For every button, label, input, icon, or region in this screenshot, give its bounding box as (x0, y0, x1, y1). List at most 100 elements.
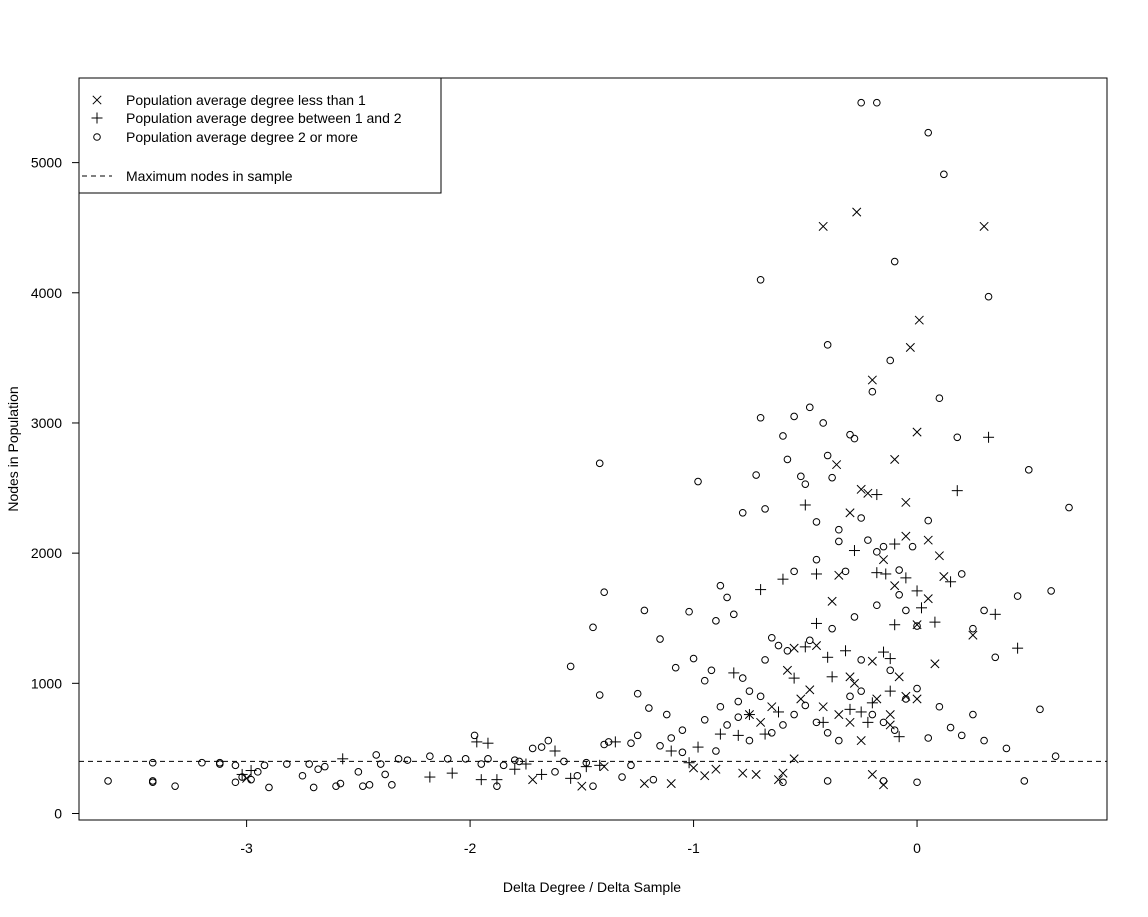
data-point-circle (712, 747, 720, 755)
data-point-circle (656, 742, 664, 750)
legend-marker-x (92, 95, 102, 105)
data-point-plus (520, 758, 532, 770)
data-point-circle (767, 728, 776, 737)
data-point-plus (862, 716, 874, 728)
data-point-circle (902, 695, 910, 703)
data-point-plus (683, 757, 695, 769)
data-point-circle (716, 702, 725, 711)
data-point-x (242, 773, 252, 783)
data-point-circle (528, 744, 537, 753)
data-point-circle (265, 783, 273, 792)
data-point-plus (424, 771, 436, 783)
data-point-plus (880, 568, 892, 580)
data-point-circle (850, 613, 859, 621)
data-point-plus (889, 538, 901, 550)
data-point-circle (864, 536, 872, 544)
data-point-circle (946, 723, 955, 732)
plot-frame (78, 77, 1108, 821)
data-point-x (666, 778, 676, 789)
data-point-plus (475, 774, 487, 786)
data-point-circle (846, 430, 854, 439)
data-point-circle (902, 606, 910, 615)
data-point-x (856, 484, 866, 494)
data-point-circle (886, 666, 895, 675)
plot-points (104, 98, 1073, 792)
data-point-circle (783, 646, 792, 655)
data-point-circle (729, 610, 738, 619)
legend-label: Population average degree 2 or more (126, 129, 358, 145)
data-point-x (872, 694, 882, 704)
data-point-circle (551, 768, 559, 776)
y-tick-label: 5000 (31, 155, 62, 171)
data-point-x (599, 762, 609, 772)
data-point-plus (840, 645, 852, 657)
data-point-circle (779, 778, 787, 787)
data-point-circle (805, 636, 814, 645)
data-point-circle (231, 761, 240, 770)
data-point-circle (336, 779, 345, 788)
y-tick-label: 4000 (31, 285, 62, 301)
data-point-circle (381, 770, 389, 779)
data-point-plus (848, 545, 860, 557)
data-point-circle (298, 771, 307, 780)
data-point-circle (738, 674, 747, 682)
data-point-x (818, 702, 828, 712)
data-point-plus (871, 489, 883, 501)
data-point-x (901, 531, 911, 541)
data-point-circle (756, 413, 765, 422)
data-point-circle (493, 782, 501, 790)
data-point-plus (580, 761, 592, 773)
data-point-circle (645, 704, 653, 712)
data-point-plus (509, 763, 521, 775)
data-point-circle (716, 581, 725, 590)
data-point-x (939, 572, 949, 582)
data-point-x (912, 427, 922, 437)
data-point-x (811, 641, 822, 651)
data-point-circle (767, 633, 776, 642)
data-point-x (832, 460, 842, 470)
data-point-plus (446, 767, 458, 779)
y-tick-label: 0 (54, 805, 62, 821)
data-point-circle (566, 662, 575, 671)
data-point-circle (991, 653, 1000, 662)
y-tick-label: 1000 (31, 675, 62, 691)
data-point-plus (799, 641, 811, 653)
x-tick-label: -2 (464, 840, 477, 856)
data-point-circle (761, 656, 769, 664)
data-point-circle (215, 758, 224, 767)
data-point-plus (911, 585, 923, 597)
data-point-plus (929, 616, 941, 628)
data-point-circle (850, 434, 859, 443)
data-point-circle (1065, 503, 1073, 512)
data-point-circle (895, 590, 903, 599)
data-point-plus (755, 584, 767, 596)
data-point-x (930, 659, 940, 669)
data-point-circle (797, 472, 805, 481)
data-point-circle (805, 403, 814, 412)
data-point-circle (595, 459, 604, 468)
data-point-circle (314, 765, 322, 774)
data-point-circle (790, 710, 798, 719)
data-point-circle (823, 341, 832, 349)
data-point-circle (756, 692, 765, 701)
legend-label: Maximum nodes in sample (126, 168, 293, 184)
data-point-plus (565, 772, 577, 784)
data-point-circle (1024, 466, 1033, 474)
data-point-circle (1036, 705, 1044, 714)
data-point-x (878, 555, 889, 565)
data-point-x (905, 342, 915, 353)
data-point-circle (667, 734, 676, 742)
data-point-x (867, 375, 877, 385)
data-point-circle (969, 624, 977, 633)
data-point-x (968, 630, 978, 640)
data-point-circle (873, 98, 881, 107)
data-point-plus (866, 697, 878, 709)
data-point-circle (723, 721, 731, 729)
data-point-circle (700, 676, 709, 685)
data-point-circle (812, 718, 821, 727)
data-point-circle (477, 760, 486, 768)
data-point-circle (890, 726, 899, 734)
data-point-circle (980, 606, 988, 615)
data-point-circle (819, 419, 827, 427)
